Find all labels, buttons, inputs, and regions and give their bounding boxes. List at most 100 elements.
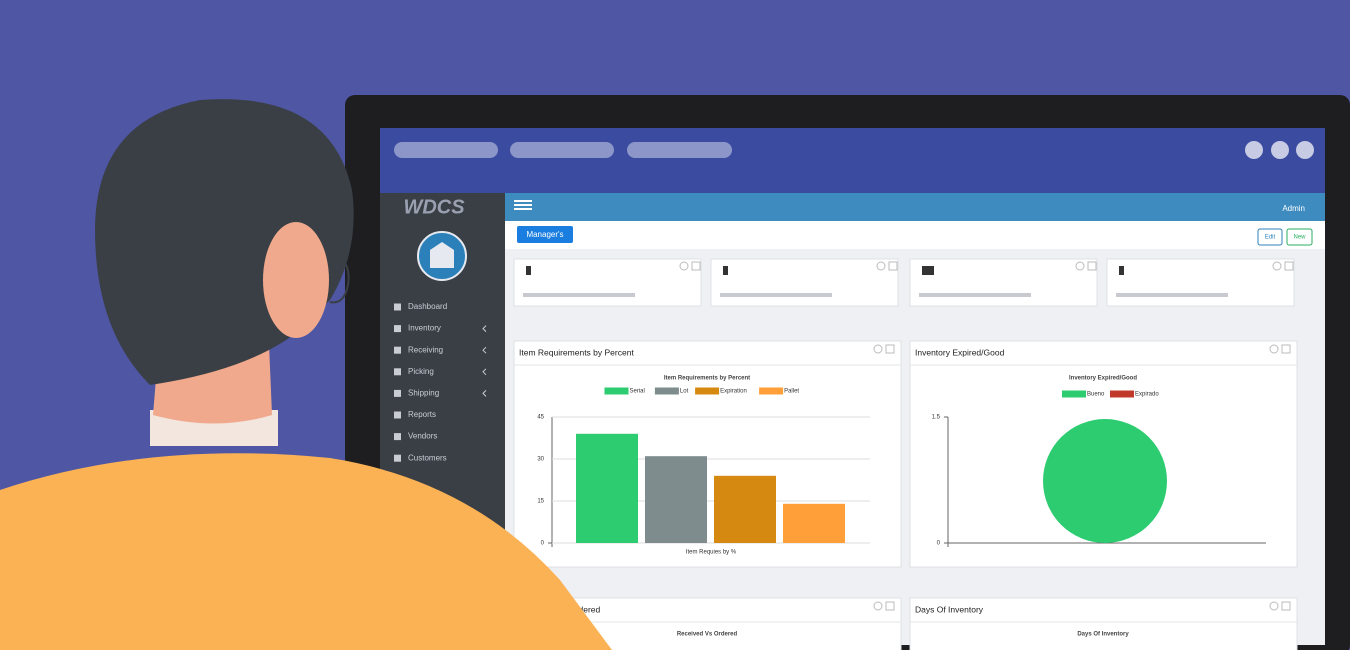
kpi-bar <box>523 293 635 297</box>
charts: Item Requirements by Percent 0 15 30 45 Seria… <box>537 376 1266 556</box>
panel-title: Inventory Expired/Good <box>915 347 1005 357</box>
body <box>0 453 612 650</box>
kpi-icon <box>1119 266 1124 275</box>
panel-control <box>1281 601 1291 611</box>
kpi-bar <box>720 293 832 297</box>
nav-item[interactable]: Inventory <box>408 324 441 333</box>
nav-icon <box>394 303 401 311</box>
nav-item[interactable]: Vendors <box>408 432 437 441</box>
panel-control <box>1269 601 1279 611</box>
kpi-card <box>1106 258 1295 307</box>
y-tick-label: 0 <box>937 541 941 547</box>
window-button[interactable] <box>1245 141 1263 159</box>
nav-item[interactable]: Receiving <box>408 345 443 354</box>
panel <box>909 597 1298 650</box>
nav-item[interactable]: Customers <box>408 453 447 462</box>
nav-icon <box>394 389 401 397</box>
tab-button-label[interactable]: Manager's <box>526 230 563 239</box>
panel-control <box>873 344 883 354</box>
x-axis-label: Item Requies by % <box>686 550 737 556</box>
legend-label: Expiration <box>720 389 747 395</box>
nav-item[interactable]: Reports <box>408 410 436 419</box>
panel-control <box>873 601 883 611</box>
legend-swatch <box>1110 390 1134 398</box>
bar <box>576 433 638 543</box>
nav-icon <box>394 411 401 419</box>
nav-arrow <box>482 390 487 397</box>
toolbar <box>505 221 1325 249</box>
edit-button[interactable] <box>1257 228 1283 246</box>
kpi-bar <box>919 293 1031 297</box>
nav-icon <box>394 368 401 376</box>
legend-label: Pallet <box>784 389 799 395</box>
kpi-control <box>691 261 701 271</box>
tab-button[interactable] <box>517 226 573 243</box>
window-bar <box>380 128 1325 193</box>
kpi-icon <box>922 266 934 275</box>
bar <box>783 503 845 543</box>
kpi-control <box>1087 261 1097 271</box>
new-button[interactable] <box>1286 228 1313 246</box>
panel-control <box>1281 344 1291 354</box>
legend-label: Serial <box>630 389 645 395</box>
kpi-control <box>876 261 886 271</box>
user-name[interactable]: Admin <box>1282 204 1305 213</box>
window-button[interactable] <box>1271 141 1289 159</box>
chart-title: Inventory Expired/Good <box>1069 376 1137 382</box>
legend-swatch <box>759 387 784 395</box>
y-tick-label: 45 <box>537 415 544 421</box>
chart-title: Days Of Inventory <box>1077 632 1129 638</box>
legend-label: Bueno <box>1087 392 1105 398</box>
new-label[interactable]: New <box>1293 235 1306 241</box>
nav-item[interactable]: Shipping <box>408 389 439 398</box>
brand: WDCS <box>403 196 465 218</box>
tab-pill <box>627 142 732 158</box>
nav-arrow <box>482 346 487 354</box>
kpi-icon <box>723 266 728 275</box>
tab-pill <box>510 142 614 158</box>
nav-item[interactable]: Picking <box>408 367 434 376</box>
chart-title: Received Vs Ordered <box>677 632 738 638</box>
menu-icon[interactable] <box>514 200 532 210</box>
y-tick-label: 30 <box>537 457 544 463</box>
nav-icon <box>394 454 401 462</box>
nav-arrow <box>482 325 487 332</box>
legend-label: Expirado <box>1135 392 1159 398</box>
kpi-card <box>710 258 899 307</box>
legend-label: Lot <box>680 389 689 395</box>
tab-pill <box>394 142 498 158</box>
kpi-control <box>888 261 898 271</box>
nav-arrow <box>482 368 487 376</box>
kpi-bar <box>1116 293 1228 297</box>
bar <box>645 456 707 543</box>
panel-title: Days Of Inventory <box>915 604 984 614</box>
kpi-control <box>679 261 689 271</box>
nav-icon <box>394 325 401 333</box>
ear <box>329 249 350 304</box>
chart-title: Item Requirements by Percent <box>664 376 750 382</box>
y-tick-label: 15 <box>537 499 544 505</box>
window-button[interactable] <box>1296 141 1314 159</box>
panel-control <box>885 344 895 354</box>
cheek <box>268 243 309 303</box>
pie-slice <box>1043 419 1167 543</box>
y-tick-label: 1.5 <box>932 415 941 421</box>
kpi-card <box>909 258 1098 307</box>
panel-control <box>1269 344 1279 354</box>
kpi-control <box>1075 261 1085 271</box>
nav-icon <box>394 346 401 354</box>
panel-control <box>885 601 895 611</box>
edit-label[interactable]: Edit <box>1265 235 1276 241</box>
legend-swatch <box>654 387 679 395</box>
person <box>0 99 612 650</box>
logo-icon <box>430 242 454 268</box>
legend-swatch <box>604 387 629 395</box>
top-header <box>505 193 1325 221</box>
kpi-card <box>513 258 702 307</box>
kpi-control <box>1272 261 1282 271</box>
y-tick-label: 0 <box>541 541 545 547</box>
bar <box>714 475 776 543</box>
nav-item[interactable]: Dashboard <box>408 302 447 311</box>
